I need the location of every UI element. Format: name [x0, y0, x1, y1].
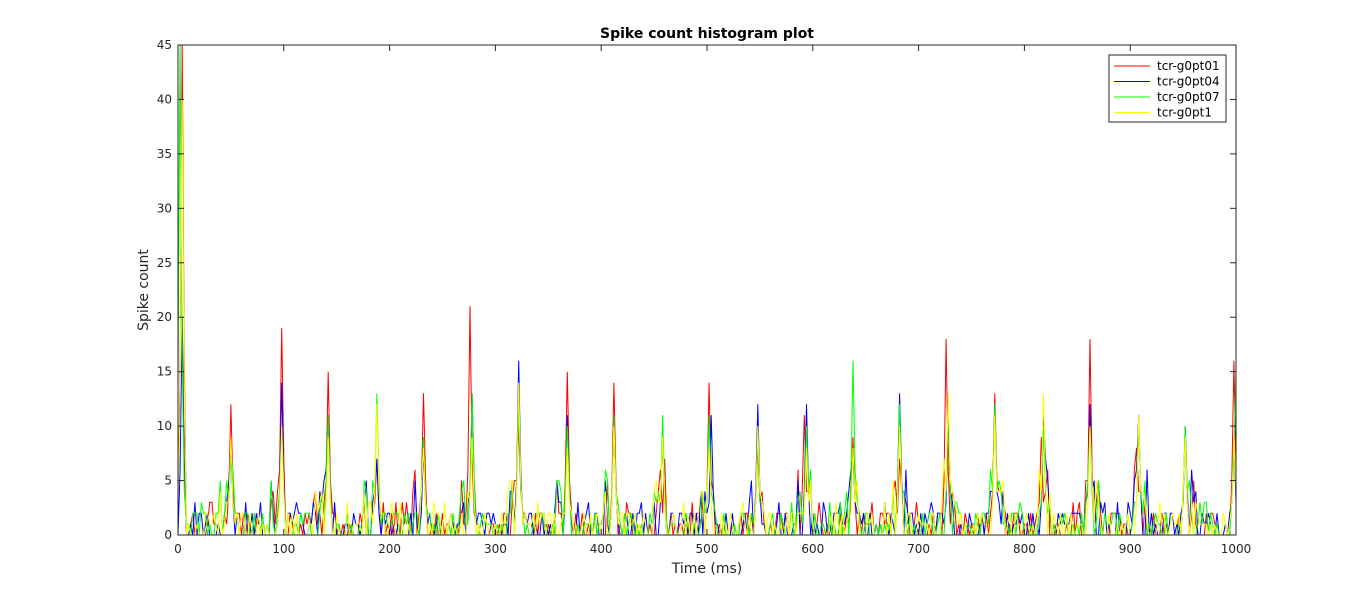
- x-tick-label: 100: [272, 542, 295, 556]
- x-tick-label: 1000: [1221, 542, 1252, 556]
- y-tick-label: 0: [164, 528, 172, 542]
- x-tick-label: 300: [484, 542, 507, 556]
- series-line-tcr-g0pt1: [177, 99, 1237, 536]
- y-tick-label: 40: [157, 92, 172, 106]
- y-tick-label: 5: [164, 474, 172, 488]
- x-axis: 0 100 200 300 400 500 600 700 800 900 1000: [174, 45, 1251, 556]
- y-axis: 0 5 10 15 20 25 30 35 40 45: [157, 38, 1236, 542]
- x-tick-label: 200: [378, 542, 401, 556]
- x-tick-label: 800: [1013, 542, 1036, 556]
- legend-entry: tcr-g0pt07: [1157, 90, 1220, 104]
- y-tick-label: 35: [157, 147, 172, 161]
- y-tick-label: 15: [157, 365, 172, 379]
- x-tick-label: 600: [801, 542, 824, 556]
- plot-area: [178, 45, 1236, 535]
- y-tick-label: 30: [157, 201, 172, 215]
- y-tick-label: 20: [157, 310, 172, 324]
- x-tick-label: 400: [590, 542, 613, 556]
- legend-entry: tcr-g0pt04: [1157, 75, 1220, 89]
- x-axis-label: Time (ms): [671, 561, 743, 577]
- y-tick-label: 45: [157, 38, 172, 52]
- x-tick-label: 500: [696, 542, 719, 556]
- chart-title: Spike count histogram plot: [600, 26, 814, 42]
- x-tick-label: 900: [1119, 542, 1142, 556]
- x-tick-label: 700: [907, 542, 930, 556]
- y-tick-label: 25: [157, 256, 172, 270]
- x-tick-label: 0: [174, 542, 182, 556]
- legend-entry: tcr-g0pt01: [1157, 59, 1220, 73]
- y-axis-label: Spike count: [136, 249, 152, 331]
- legend-entry: tcr-g0pt1: [1157, 106, 1212, 120]
- y-tick-label: 10: [157, 419, 172, 433]
